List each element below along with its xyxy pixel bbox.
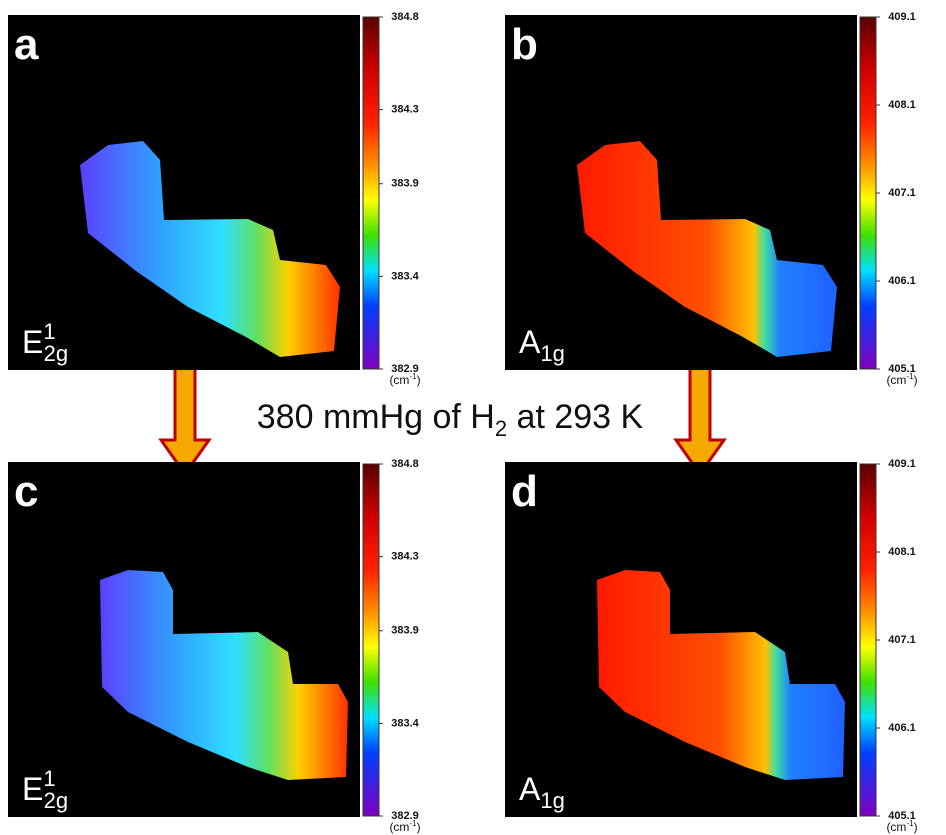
map-region <box>100 570 348 780</box>
colorbar-tick-label: 383.9 <box>391 178 419 190</box>
panel: d A1g 409.1 408.1 407.1 406.1 405.1(cm-1) <box>505 458 918 834</box>
colorbar-tick-label: 383.4 <box>391 717 419 729</box>
mode-base: E <box>22 771 43 807</box>
unit-sup: -1 <box>409 819 417 828</box>
colorbar-tick-label: 405.1 <box>888 810 916 822</box>
colorbar-tick-label: 406.1 <box>888 722 916 734</box>
unit-label: (cm-1) <box>389 819 420 834</box>
mode-label: A1g <box>519 771 565 813</box>
mode-base: A <box>519 324 541 360</box>
map-region <box>577 141 837 357</box>
panel-letter: a <box>14 20 39 69</box>
mode-base: E <box>22 324 43 360</box>
colorbar-tick-label: 408.1 <box>888 546 916 558</box>
colorbar-tick-label: 383.4 <box>391 270 419 282</box>
unit-sup: -1 <box>409 372 417 381</box>
unit-base: (cm <box>886 373 906 387</box>
colorbar-tick-label: 382.9 <box>391 363 419 375</box>
map-region <box>80 141 340 357</box>
map-region <box>597 570 845 780</box>
mode-sub: 2g <box>44 341 68 366</box>
unit-base: (cm <box>389 373 409 387</box>
panel-letter: d <box>511 467 538 516</box>
unit-end: ) <box>914 373 918 387</box>
colorbar-tick-label: 383.9 <box>391 625 419 637</box>
colorbar-tick-label: 384.3 <box>391 551 419 563</box>
mode-sup: 1 <box>43 766 55 791</box>
colorbar-tick-label: 408.1 <box>888 99 916 111</box>
mode-label: E1 2g <box>22 319 68 366</box>
arrow <box>673 353 727 477</box>
mode-sup: 1 <box>43 319 55 344</box>
arrow <box>158 353 212 477</box>
unit-end: ) <box>914 820 918 834</box>
colorbar-tick-label: 407.1 <box>888 634 916 646</box>
mode-label: A1g <box>519 324 565 366</box>
title: 380 mmHg of H2 at 293 K <box>257 398 644 441</box>
mode-base: A <box>519 771 541 807</box>
panel: b A1g 409.1 408.1 407.1 406.1 405.1(cm-1) <box>505 11 918 387</box>
colorbar-tick-label: 409.1 <box>888 11 916 23</box>
colorbar <box>859 463 877 817</box>
panel: a E1 2g 384.8 384.3 383.9 383.4 382.9(cm-1) <box>8 11 421 387</box>
title-text: 380 mmHg of H <box>257 398 495 436</box>
unit-sup: -1 <box>906 372 914 381</box>
colorbar-tick-label: 384.3 <box>391 104 419 116</box>
colorbar-tick-label: 409.1 <box>888 458 916 470</box>
colorbar-tick-label: 405.1 <box>888 363 916 375</box>
title-sub: 2 <box>495 416 507 441</box>
mode-label: E1 2g <box>22 766 68 813</box>
panel-letter: c <box>14 467 38 516</box>
mode-sub: 2g <box>44 788 68 813</box>
mode-sub: 1g <box>540 341 564 366</box>
unit-label: (cm-1) <box>886 372 917 387</box>
colorbar-tick-label: 407.1 <box>888 187 916 199</box>
title-text: at 293 K <box>507 398 643 436</box>
colorbar <box>859 16 877 370</box>
unit-end: ) <box>417 820 421 834</box>
colorbar-tick-label: 406.1 <box>888 275 916 287</box>
colorbar <box>362 16 380 370</box>
colorbar-tick-label: 382.9 <box>391 810 419 822</box>
unit-label: (cm-1) <box>389 372 420 387</box>
unit-base: (cm <box>886 820 906 834</box>
mode-sub: 1g <box>540 788 564 813</box>
unit-base: (cm <box>389 820 409 834</box>
panel-letter: b <box>511 20 538 69</box>
unit-end: ) <box>417 373 421 387</box>
panel: c E1 2g 384.8 384.3 383.9 383.4 382.9(cm-1) <box>8 458 421 834</box>
colorbar-tick-label: 384.8 <box>391 458 419 470</box>
colorbar <box>362 463 380 817</box>
unit-sup: -1 <box>906 819 914 828</box>
colorbar-tick-label: 384.8 <box>391 11 419 23</box>
unit-label: (cm-1) <box>886 819 917 834</box>
